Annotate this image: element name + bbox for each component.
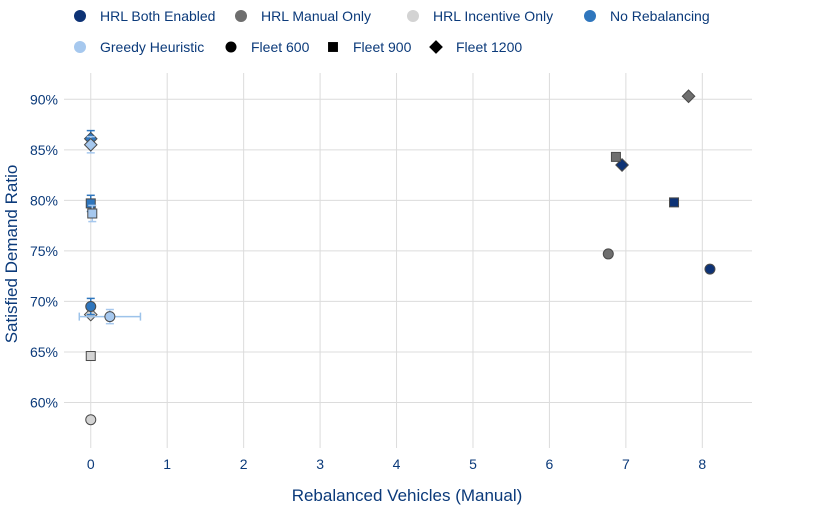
data-point-square	[85, 198, 96, 209]
x-tick-label: 7	[622, 456, 630, 472]
x-tick-label: 5	[469, 456, 477, 472]
legend-swatch	[74, 41, 86, 53]
y-tick-label: 80%	[30, 192, 58, 208]
legend-swatch	[235, 10, 247, 22]
legend-item: No Rebalancing	[584, 8, 710, 24]
data-point-diamond	[681, 89, 696, 104]
data-point-square	[669, 197, 680, 208]
y-tick-label: 90%	[30, 91, 58, 107]
legend-item: Fleet 1200	[429, 39, 522, 55]
data-point-circle	[85, 300, 97, 312]
legend-label: No Rebalancing	[610, 8, 710, 24]
legend-swatch	[584, 10, 596, 22]
x-axis-title: Rebalanced Vehicles (Manual)	[292, 486, 523, 505]
y-tick-label: 60%	[30, 395, 58, 411]
y-tick-label: 85%	[30, 142, 58, 158]
axis-ticks: 0 1 2 3 4 5 6 7 8 60% 65% 70% 75% 80% 85% 90%	[30, 91, 706, 472]
y-axis-title: Satisfied Demand Ratio	[2, 165, 21, 344]
x-tick-label: 8	[698, 456, 706, 472]
x-tick-label: 6	[546, 456, 554, 472]
x-tick-label: 0	[87, 456, 95, 472]
legend-label: Fleet 1200	[456, 39, 522, 55]
legend-item: Greedy Heuristic	[74, 39, 204, 55]
legend-shape-diamond	[429, 40, 443, 54]
legend-label: Greedy Heuristic	[100, 39, 204, 55]
data-point-circle	[85, 414, 97, 426]
data-point-square	[87, 208, 98, 219]
legend-label: HRL Incentive Only	[433, 8, 553, 24]
data-point-square	[85, 351, 96, 362]
legend-item: HRL Both Enabled	[74, 8, 215, 24]
legend-label: HRL Both Enabled	[100, 8, 215, 24]
data-point-square	[610, 151, 621, 162]
data-point-diamond	[83, 137, 98, 152]
legend-label: Fleet 600	[251, 39, 310, 55]
legend-item: HRL Incentive Only	[407, 8, 553, 24]
legend: HRL Both Enabled HRL Manual Only HRL Incen…	[74, 8, 710, 55]
legend-shape-circle	[225, 41, 237, 53]
legend-item: HRL Manual Only	[235, 8, 371, 24]
legend-swatch	[407, 10, 419, 22]
legend-label: HRL Manual Only	[261, 8, 371, 24]
x-tick-label: 1	[163, 456, 171, 472]
y-tick-label: 65%	[30, 344, 58, 360]
legend-item: Fleet 600	[225, 39, 310, 55]
data-points	[78, 89, 716, 426]
y-tick-label: 75%	[30, 243, 58, 259]
y-tick-label: 70%	[30, 293, 58, 309]
grid	[64, 73, 752, 448]
legend-shape-square	[328, 42, 338, 52]
legend-swatch	[74, 10, 86, 22]
x-tick-label: 3	[316, 456, 324, 472]
legend-label: Fleet 900	[353, 39, 412, 55]
data-point-circle	[104, 311, 116, 323]
x-tick-label: 4	[393, 456, 401, 472]
data-point-circle	[602, 248, 614, 260]
x-tick-label: 2	[240, 456, 248, 472]
legend-item: Fleet 900	[328, 39, 412, 55]
data-point-circle	[704, 263, 716, 275]
